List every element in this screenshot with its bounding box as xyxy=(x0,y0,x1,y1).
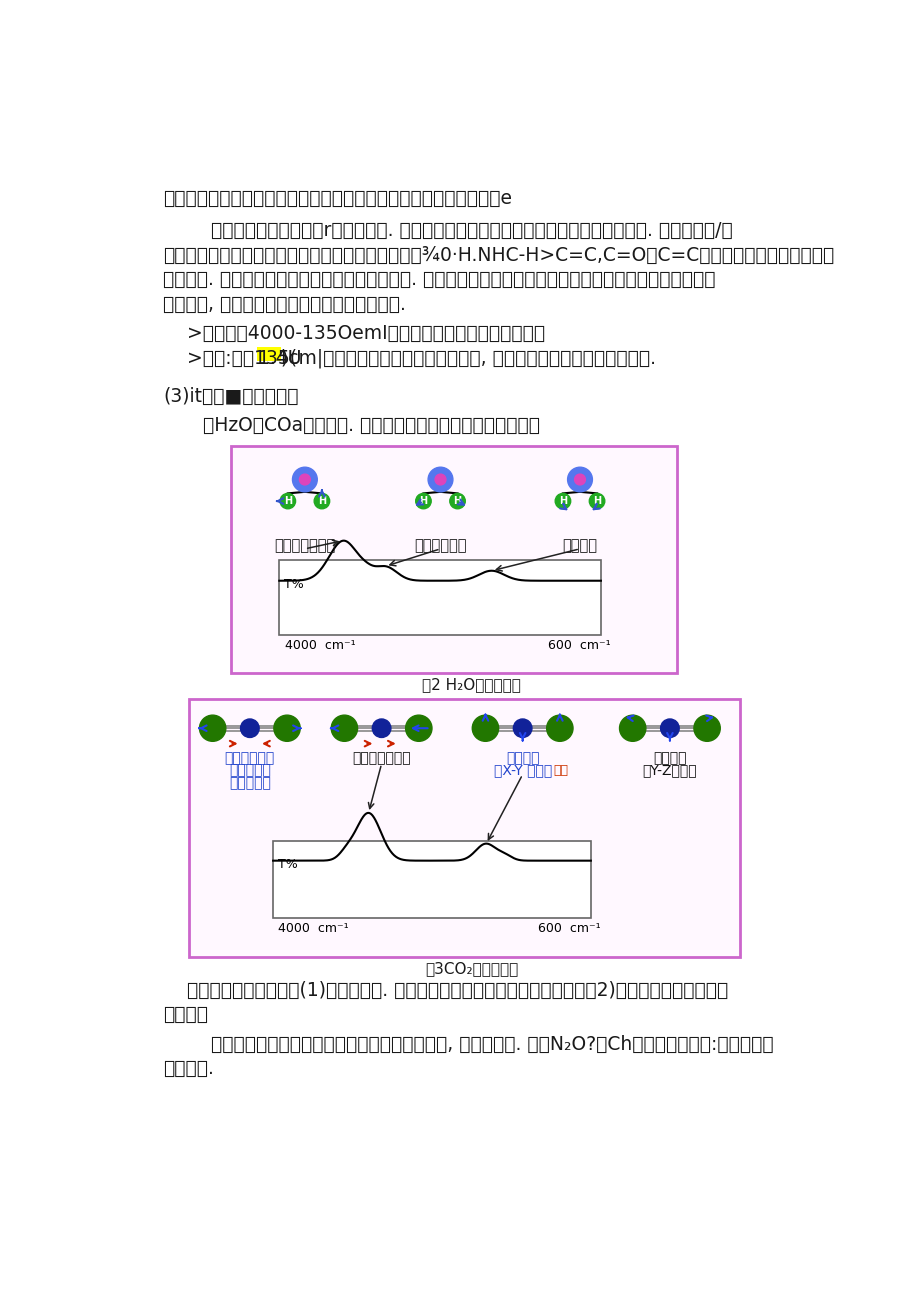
Text: 反对称伸缩振动: 反对称伸缩振动 xyxy=(352,752,411,765)
Circle shape xyxy=(240,719,259,738)
Bar xyxy=(273,842,590,919)
Circle shape xyxy=(199,716,225,742)
Text: T%: T% xyxy=(284,578,303,591)
Circle shape xyxy=(449,493,465,509)
Circle shape xyxy=(546,716,573,742)
Circle shape xyxy=(292,467,317,492)
Text: 红外光谱产生的条件：(1)辐射应具力. 能满足物旗产生振动跃迁所能的能业；《2)辐射与物旗间有相互偶: 红外光谱产生的条件：(1)辐射应具力. 能满足物旗产生振动跃迁所能的能业；《2)… xyxy=(163,981,728,999)
Circle shape xyxy=(471,716,498,742)
Text: >特征区：4000-135OemI而领区尤谱与茶团的时应关系强: >特征区：4000-135OemI而领区尤谱与茶团的时应关系强 xyxy=(163,324,545,343)
Text: 反对称伸缩振动: 反对称伸缩振动 xyxy=(274,539,335,553)
Text: 无红外活性: 无红外活性 xyxy=(229,775,270,790)
Text: 对于对称分子：没有偶极矩，相射不能引起共振, 无红外活性. 如：N₂O?、Ch等，非对称分子:有供极矩，: 对于对称分子：没有偶极矩，相射不能引起共振, 无红外活性. 如：N₂O?、Ch等… xyxy=(163,1034,773,1054)
Circle shape xyxy=(660,719,678,738)
Circle shape xyxy=(331,716,357,742)
Text: 红外活性.: 红外活性. xyxy=(163,1059,214,1079)
Text: H: H xyxy=(283,496,291,506)
Bar xyxy=(279,559,600,635)
Circle shape xyxy=(554,493,570,509)
Bar xyxy=(189,699,739,958)
Text: H: H xyxy=(453,496,461,506)
Circle shape xyxy=(274,716,300,742)
Text: （Y-Z平面）: （Y-Z平面） xyxy=(641,764,697,778)
Text: 基团频率, 其所在的位置一般又称为特征吸收峰.: 基团频率, 其所在的位置一般又称为特征吸收峰. xyxy=(163,295,405,314)
Text: 图2 H₂O分子的振动: 图2 H₂O分子的振动 xyxy=(422,678,520,692)
Text: 陷并: 陷并 xyxy=(553,764,568,777)
Text: T%: T% xyxy=(278,859,297,872)
Circle shape xyxy=(427,467,452,492)
Text: 知化合物的红外光谱，发现：组成分子的各种茶团，¾0·H.NHC-H>C=C,C=O和C=C等，都有自己的特定的红外: 知化合物的红外光谱，发现：组成分子的各种茶团，¾0·H.NHC-H>C=C,C=… xyxy=(163,246,834,264)
Circle shape xyxy=(513,719,531,738)
Text: （X-Y 平面）: （X-Y 平面） xyxy=(493,764,551,778)
Text: 对称伸缩振动: 对称伸缩振动 xyxy=(224,752,275,765)
Text: 对称伸缩振动: 对称伸缩振动 xyxy=(414,539,466,553)
Text: 4000  cm⁻¹: 4000 cm⁻¹ xyxy=(285,639,356,652)
Text: H: H xyxy=(593,496,600,506)
Text: 以HzO和COa分子为例. 它们的红外谱图产生情况如图所示：: 以HzO和COa分子为例. 它们的红外谱图产生情况如图所示： xyxy=(178,416,539,436)
Text: 吸收区域. 分子的其它部分对其吸收位置影响较小. 通常把这种能代表基团存在、并有较高强度的吸收谱帛称为: 吸收区域. 分子的其它部分对其吸收位置影响较小. 通常把这种能代表基团存在、并有… xyxy=(163,271,715,289)
Circle shape xyxy=(415,493,431,509)
Circle shape xyxy=(567,467,592,492)
Circle shape xyxy=(589,493,604,509)
Circle shape xyxy=(574,474,584,485)
Circle shape xyxy=(372,719,391,738)
Text: H: H xyxy=(419,496,427,506)
Text: 弯曲振动: 弯曲振动 xyxy=(562,539,596,553)
Text: 物质的红外光谱是我分r结构的反映. 游图中的吸收峰与分子中各基团的振动形式相对应. 通过比较大/已: 物质的红外光谱是我分r结构的反映. 游图中的吸收峰与分子中各基团的振动形式相对应… xyxy=(163,221,732,239)
Text: 600  cm⁻¹: 600 cm⁻¹ xyxy=(548,639,610,652)
Text: 合作用。: 合作用。 xyxy=(163,1006,208,1024)
Text: 4000  cm⁻¹: 4000 cm⁻¹ xyxy=(278,922,348,935)
Circle shape xyxy=(405,716,432,742)
Text: 弯曲振动: 弯曲振动 xyxy=(505,752,539,765)
Text: 从分子的特征吸收可以鉴定化合物和分子结构，进行定性和定收分析e: 从分子的特征吸收可以鉴定化合物和分子结构，进行定性和定收分析e xyxy=(163,189,512,207)
Text: 偶极距为零: 偶极距为零 xyxy=(229,764,270,778)
Text: )cm|低频区光谱与基团不能一一对应, 其价值在于表示整个分子的特征.: )cm|低频区光谱与基团不能一一对应, 其价值在于表示整个分子的特征. xyxy=(280,349,655,368)
Text: 600  cm⁻¹: 600 cm⁻¹ xyxy=(538,922,600,935)
Text: H: H xyxy=(558,496,566,506)
Circle shape xyxy=(313,493,329,509)
Circle shape xyxy=(299,474,310,485)
Bar xyxy=(231,446,676,673)
Circle shape xyxy=(618,716,645,742)
Circle shape xyxy=(693,716,720,742)
Text: 弯曲振动: 弯曲振动 xyxy=(652,752,686,765)
Text: (3)it外光■产生的条件: (3)it外光■产生的条件 xyxy=(163,388,299,406)
Text: 1.4U: 1.4U xyxy=(257,349,301,368)
Text: 图3CO₂分手的振动: 图3CO₂分手的振动 xyxy=(425,960,517,976)
Bar xyxy=(257,347,281,360)
Circle shape xyxy=(279,493,295,509)
Text: >指为:区：135(: >指为:区：135( xyxy=(163,349,297,368)
Circle shape xyxy=(435,474,446,485)
Text: H: H xyxy=(318,496,325,506)
